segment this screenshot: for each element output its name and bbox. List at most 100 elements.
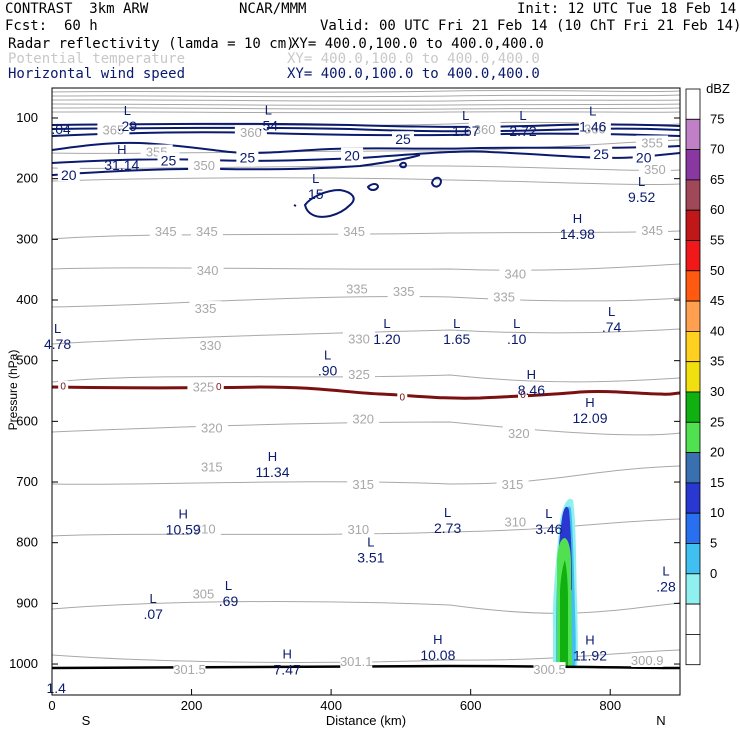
wind-label: 20 [636, 149, 652, 165]
theta-label-bg [636, 222, 669, 237]
theta-label-bg [342, 521, 375, 536]
extremum-marker: L [150, 591, 157, 606]
field-xy-theta: XY= 400.0,100.0 to 400.0,400.0 [287, 51, 540, 67]
extremum-value: 2.72 [509, 123, 536, 139]
wind-speed-contours [51, 122, 681, 218]
colorbar-label: 60 [710, 202, 724, 217]
colorbar-swatch [685, 149, 701, 181]
forecast-hour: 60 h [64, 18, 98, 34]
theta-label: 345 [196, 224, 218, 239]
wind-labels: 25 25 25 25 20 20 20 [57, 131, 655, 183]
theta-label-bg [499, 266, 532, 281]
theta-label: 350 [644, 162, 666, 177]
x-tick-label: 200 [181, 698, 203, 713]
theta-label: 360 [474, 122, 496, 137]
wind-label-bg [391, 131, 414, 146]
extremum-value: .07 [143, 606, 163, 622]
theta-label-bg [340, 654, 373, 669]
extremum-value: .69 [219, 593, 239, 609]
theta-label: 340 [197, 263, 219, 278]
theta-label: 320 [508, 426, 530, 441]
extremum-value: 9.52 [628, 189, 655, 205]
theta-label: 310 [504, 515, 526, 530]
theta-label: 330 [200, 338, 222, 353]
colorbar-unit: dBZ [706, 81, 730, 96]
extremum-marker: L [367, 534, 374, 549]
extremum-marker: L [324, 347, 331, 362]
extremum-value: .04 [51, 121, 71, 137]
colorbar-swatch [685, 543, 701, 575]
colorbar-label: 0 [710, 566, 717, 581]
theta-label: 345 [343, 224, 365, 239]
extremum-marker: L [513, 316, 520, 331]
y-tick-label: 900 [16, 595, 38, 610]
extremum-value: 8.46 [518, 382, 545, 398]
zero-label: 0 [216, 382, 222, 393]
extremum-marker: L [462, 108, 469, 123]
extremum-marker: H [268, 449, 277, 464]
extremum-value: 1.46 [579, 119, 606, 135]
wind-label-bg [157, 152, 180, 167]
y-tick-label: 700 [16, 474, 38, 489]
extremum-marker: H [527, 367, 536, 382]
theta-label-bg [636, 135, 669, 150]
y-tick-label: 400 [16, 292, 38, 307]
colorbar-label: 20 [710, 445, 724, 460]
theta-label-bg [488, 289, 521, 304]
x-tick-label: 600 [460, 698, 482, 713]
extremum-marker: L [519, 108, 526, 123]
extremum-marker: L [662, 563, 669, 578]
extremum-value: .28 [656, 578, 676, 594]
colorbar-label: 50 [710, 263, 724, 278]
field-name-reflectivity: Radar reflectivity (lamda = 10 cm) [8, 36, 295, 52]
theta-label-bg [343, 331, 376, 346]
theta-label: 340 [504, 267, 526, 282]
y-tick-label: 600 [16, 413, 38, 428]
theta-label-bg [343, 367, 376, 382]
theta-label-bg [234, 125, 267, 140]
theta-label: 300.5 [533, 662, 566, 677]
theta-label-bg [149, 224, 182, 239]
extremum-marker: L [312, 171, 319, 186]
theta-label-bg [188, 521, 221, 536]
zero-label-bg [58, 380, 69, 391]
extremum-value: 2.73 [434, 520, 461, 536]
colorbar-swatch [685, 421, 701, 453]
colorbar-label: 55 [710, 233, 724, 248]
extremum-marker: L [545, 506, 552, 521]
theta-label: 325 [348, 367, 370, 382]
forecast-label: Fcst: [5, 18, 48, 34]
field-xy-wind: XY= 400.0,100.0 to 400.0,400.0 [287, 66, 540, 82]
theta-label: 320 [201, 421, 223, 436]
wind-label: 20 [344, 148, 360, 164]
colorbar-label: 5 [710, 536, 717, 551]
extremum-value: 1.4 [46, 680, 66, 696]
colorbar-label: 10 [710, 505, 724, 520]
theta-label-bg [347, 411, 380, 426]
wind-label: 20 [61, 167, 77, 183]
extremum-marker: L [383, 316, 390, 331]
plot-frame [51, 87, 681, 696]
extremum-value: 1.67 [452, 123, 479, 139]
wind-label-bg [341, 147, 364, 162]
colorbar-swatch [685, 300, 701, 332]
extremum-value: 10.59 [166, 521, 201, 537]
x-axis-title: Distance (km) [326, 713, 406, 728]
colorbar-label: 70 [710, 142, 724, 157]
theta-label-bg [496, 477, 529, 492]
theta-label: 350 [193, 158, 215, 173]
extremum-value: .29 [118, 118, 138, 134]
theta-label-bg [340, 281, 373, 296]
colorbar-swatch [685, 391, 701, 423]
theta-label: 320 [352, 412, 374, 427]
colorbar-label: 25 [710, 414, 724, 429]
theta-label-bg [187, 379, 220, 394]
theta-label: 345 [155, 224, 177, 239]
field-name-wind: Horizontal wind speed [8, 66, 186, 82]
theta-label-bg [97, 122, 130, 137]
y-tick-label: 100 [16, 110, 38, 125]
zero-label: 0 [400, 392, 406, 403]
extremum-marker: L [265, 102, 272, 117]
